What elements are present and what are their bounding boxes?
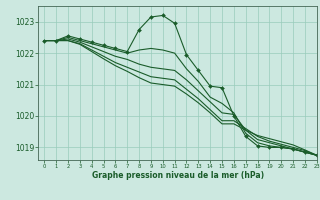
X-axis label: Graphe pression niveau de la mer (hPa): Graphe pression niveau de la mer (hPa): [92, 171, 264, 180]
